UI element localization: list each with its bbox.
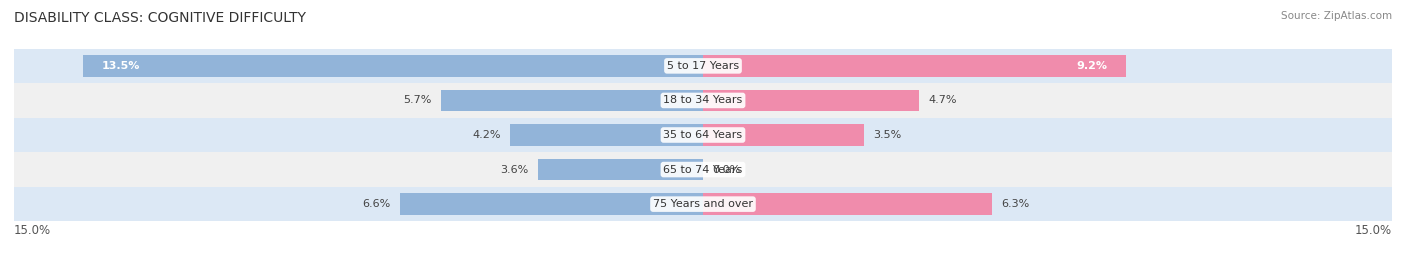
Text: 13.5%: 13.5% <box>101 61 139 71</box>
Bar <box>399 193 703 215</box>
Bar <box>14 83 1392 118</box>
Bar <box>537 159 703 180</box>
Text: 15.0%: 15.0% <box>1355 224 1392 237</box>
Text: 65 to 74 Years: 65 to 74 Years <box>664 164 742 175</box>
Text: 6.3%: 6.3% <box>1001 199 1029 209</box>
Text: 5.7%: 5.7% <box>404 95 432 106</box>
Text: 75 Years and over: 75 Years and over <box>652 199 754 209</box>
Text: 5 to 17 Years: 5 to 17 Years <box>666 61 740 71</box>
Bar <box>441 90 703 111</box>
Bar <box>510 124 703 146</box>
Bar <box>703 90 920 111</box>
Text: 9.2%: 9.2% <box>1076 61 1107 71</box>
Text: 3.6%: 3.6% <box>501 164 529 175</box>
Text: Source: ZipAtlas.com: Source: ZipAtlas.com <box>1281 11 1392 21</box>
Text: 4.7%: 4.7% <box>928 95 956 106</box>
Text: 18 to 34 Years: 18 to 34 Years <box>664 95 742 106</box>
Bar <box>83 55 703 77</box>
Text: 3.5%: 3.5% <box>873 130 901 140</box>
Text: 15.0%: 15.0% <box>14 224 51 237</box>
Bar <box>703 124 863 146</box>
Bar <box>14 118 1392 152</box>
Text: 6.6%: 6.6% <box>363 199 391 209</box>
Bar <box>703 193 993 215</box>
Bar <box>14 49 1392 83</box>
Text: 35 to 64 Years: 35 to 64 Years <box>664 130 742 140</box>
Text: DISABILITY CLASS: COGNITIVE DIFFICULTY: DISABILITY CLASS: COGNITIVE DIFFICULTY <box>14 11 307 25</box>
Bar <box>14 187 1392 221</box>
Bar <box>703 55 1126 77</box>
Text: 4.2%: 4.2% <box>472 130 501 140</box>
Text: 0.0%: 0.0% <box>713 164 741 175</box>
Bar <box>14 152 1392 187</box>
